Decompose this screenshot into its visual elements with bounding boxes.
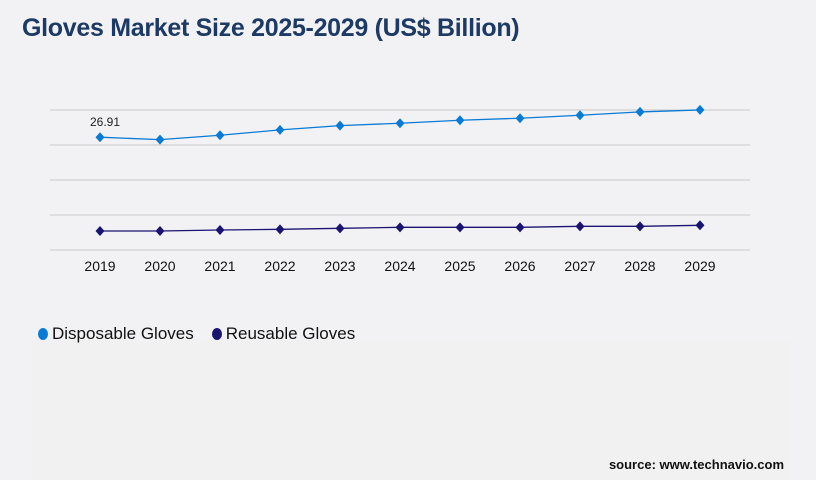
x-tick-label: 2029 (684, 258, 715, 274)
data-point (275, 124, 285, 135)
data-point (275, 224, 285, 235)
data-point (335, 223, 345, 234)
x-tick-label: 2024 (384, 258, 415, 274)
legend: Disposable Gloves Reusable Gloves (38, 324, 355, 344)
data-point (515, 222, 525, 233)
data-point (695, 104, 705, 115)
data-point (215, 130, 225, 141)
x-tick-label: 2020 (144, 258, 175, 274)
x-tick-label: 2019 (84, 258, 115, 274)
legend-label: Reusable Gloves (225, 324, 356, 343)
x-tick-label: 2026 (504, 258, 535, 274)
legend-item-reusable[interactable]: Reusable Gloves (211, 324, 356, 344)
data-point (575, 110, 585, 121)
data-label: 26.91 (90, 115, 120, 129)
data-point (395, 222, 405, 233)
legend-label: Disposable Gloves (52, 324, 194, 343)
legend-marker-icon (38, 328, 48, 340)
x-tick-label: 2027 (564, 258, 595, 274)
x-tick-label: 2023 (324, 258, 355, 274)
data-point (575, 221, 585, 232)
data-point (455, 222, 465, 233)
x-tick-label: 2022 (264, 258, 295, 274)
data-point (395, 118, 405, 129)
legend-item-disposable[interactable]: Disposable Gloves (38, 324, 194, 344)
data-point (515, 113, 525, 124)
x-tick-label: 2028 (624, 258, 655, 274)
data-point (95, 225, 105, 236)
x-tick-label: 2025 (444, 258, 475, 274)
data-point (155, 134, 165, 145)
legend-marker-icon (211, 328, 222, 340)
data-point (695, 220, 705, 231)
data-point (455, 115, 465, 126)
line-chart: 2019 2020 2021 2022 2023 2024 2025 2026 2027 2028… (50, 104, 750, 274)
data-point (335, 120, 345, 131)
data-point (635, 106, 645, 117)
source-note: source: www.technavio.com (608, 457, 784, 472)
legend-panel (32, 340, 790, 480)
chart-title: Gloves Market Size 2025-2029 (US$ Billio… (22, 14, 520, 42)
data-point (635, 221, 645, 232)
data-point (95, 132, 105, 143)
data-point (215, 225, 225, 236)
x-tick-label: 2021 (204, 258, 235, 274)
data-point (155, 225, 165, 236)
